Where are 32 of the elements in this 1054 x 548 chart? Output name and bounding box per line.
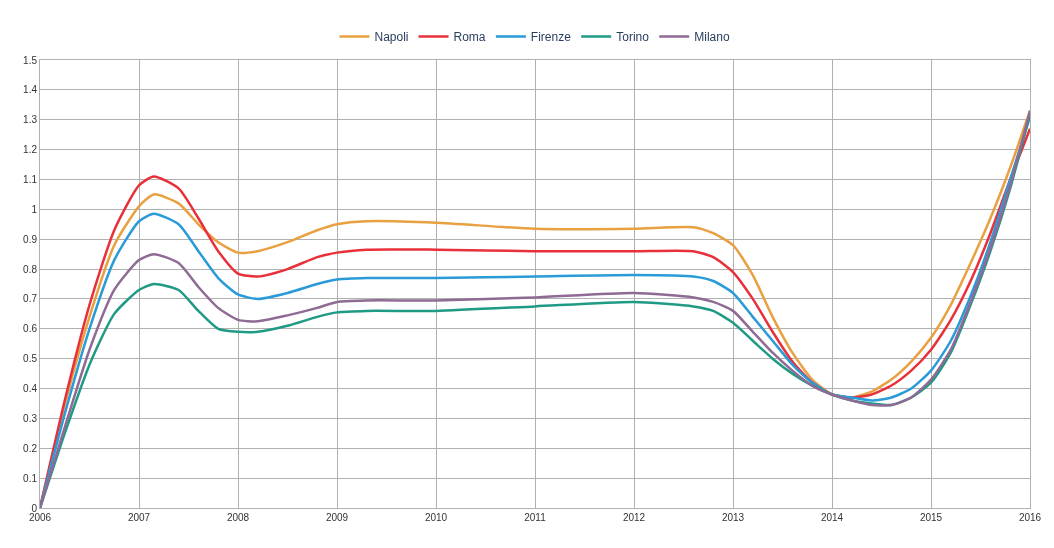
x-tick-label: 2012 [622, 512, 646, 523]
x-tick-label: 2007 [127, 512, 151, 523]
x-tick-label: 2006 [28, 512, 52, 523]
y-tick-label: 1.4 [23, 84, 38, 96]
x-tick-label: 2010 [424, 512, 448, 523]
y-tick-label: 0.1 [23, 472, 38, 484]
y-tick-label: 0.3 [23, 412, 38, 424]
y-tick-label: 1.2 [23, 144, 38, 156]
y-tick-label: 0.9 [23, 233, 38, 245]
x-tick-label: 2014 [820, 512, 844, 523]
y-tick-label: 0.7 [23, 293, 38, 305]
y-tick-label: 0.6 [23, 323, 38, 335]
y-tick-label: 0.4 [23, 383, 38, 395]
y-tick-label: 1.3 [23, 114, 38, 126]
x-tick-label: 2015 [919, 512, 943, 523]
y-tick-label: 0.8 [23, 263, 38, 275]
y-tick-label: 0.2 [23, 442, 38, 454]
y-tick-label: 1 [31, 203, 38, 215]
legend-label: Torino [616, 30, 650, 45]
y-tick-label: 1.1 [23, 173, 38, 185]
x-tick-label: 2011 [524, 512, 547, 523]
x-tick-label: 2009 [325, 512, 349, 523]
y-tick-label: 0.5 [23, 353, 38, 365]
legend-label: Napoli [374, 30, 409, 45]
x-tick-label: 2008 [226, 512, 250, 523]
legend-label: Roma [453, 30, 486, 45]
legend-label: Milano [694, 30, 730, 45]
y-tick-label: 1.5 [23, 54, 38, 66]
x-tick-label: 2013 [721, 512, 745, 523]
y-tick-label: 0 [31, 502, 38, 514]
legend-label: Firenze [530, 30, 572, 45]
x-tick-label: 2016 [1018, 512, 1042, 523]
